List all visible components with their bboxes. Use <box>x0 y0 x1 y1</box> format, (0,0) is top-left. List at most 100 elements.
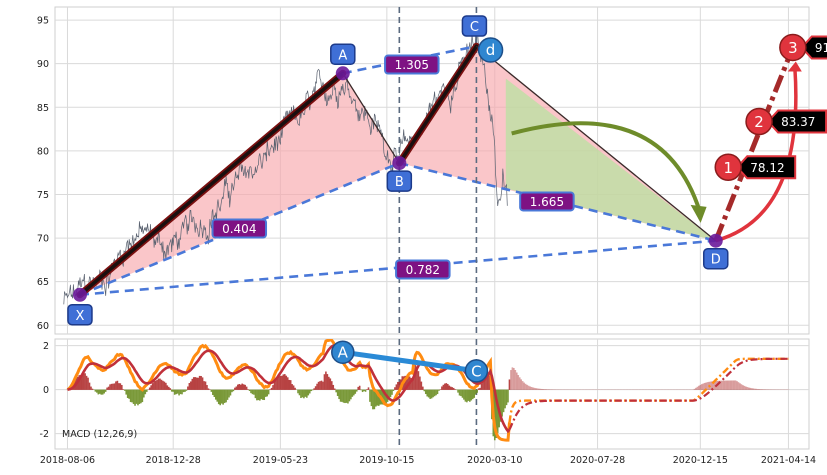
macd-histogram-bar <box>152 383 154 390</box>
macd-histogram-bar <box>418 371 420 390</box>
macd-histogram-bar <box>112 384 114 390</box>
ratio-box: 0.404 <box>213 219 267 237</box>
macd-histogram-bar <box>287 377 289 390</box>
macd-histogram-bar <box>539 389 541 390</box>
macd-histogram-bar <box>106 388 108 390</box>
macd-histogram-bar <box>366 389 368 390</box>
macd-y-tick-label: 2 <box>43 341 49 352</box>
macd-histogram-bar <box>448 386 450 390</box>
macd-histogram-bar <box>190 381 192 389</box>
macd-histogram-bar <box>178 390 180 396</box>
macd-histogram-bar <box>271 388 273 390</box>
macd-histogram-bar <box>219 390 221 406</box>
macd-histogram-bar <box>444 384 446 390</box>
macd-histogram-bar <box>280 376 282 390</box>
ratio-box: 1.305 <box>385 56 439 74</box>
macd-histogram-bar <box>290 380 292 390</box>
macd-histogram-bar <box>291 384 293 390</box>
macd-histogram-bar <box>457 390 459 393</box>
macd-histogram-bar <box>168 387 170 390</box>
macd-histogram-bar <box>180 390 182 395</box>
macd-histogram-bar <box>390 390 392 398</box>
macd-histogram-bar <box>206 385 208 390</box>
macd-histogram-bar <box>488 375 490 389</box>
macd-histogram-bar <box>722 381 724 390</box>
macd-histogram-bar <box>327 374 329 390</box>
macd-histogram-bar <box>284 374 286 390</box>
macd-histogram-bar <box>343 390 345 403</box>
macd-histogram-bar <box>90 387 92 390</box>
macd-histogram-bar <box>105 390 107 392</box>
macd-histogram-bar <box>98 390 100 395</box>
macd-histogram-bar <box>391 390 393 395</box>
y-tick-label: 70 <box>37 234 49 245</box>
macd-histogram-bar <box>171 390 173 392</box>
macd-histogram-bar <box>86 376 88 390</box>
macd-histogram-bar <box>453 388 455 390</box>
macd-histogram-bar <box>425 390 427 394</box>
macd-histogram-bar <box>321 381 323 390</box>
macd-histogram-bar <box>312 390 314 391</box>
macd-histogram-bar <box>208 388 210 389</box>
macd-histogram-bar <box>426 390 428 397</box>
macd-histogram-bar <box>318 382 320 390</box>
macd-histogram-bar <box>238 384 240 390</box>
macd-histogram-bar <box>432 390 434 398</box>
macd-histogram-bar <box>757 389 759 390</box>
macd-histogram-bar <box>446 383 448 390</box>
macd-histogram-bar <box>515 370 517 390</box>
macd-histogram-bar <box>87 378 89 390</box>
macd-histogram-bar <box>434 390 436 397</box>
macd-histogram-bar <box>145 390 147 395</box>
macd-histogram-bar <box>531 387 533 390</box>
macd-histogram-bar <box>723 381 725 390</box>
macd-histogram-bar <box>250 390 252 394</box>
macd-histogram-bar <box>337 390 339 396</box>
macd-histogram-bar <box>325 372 327 390</box>
macd-histogram-bar <box>752 388 754 389</box>
macd-histogram-bar <box>441 386 443 389</box>
macd-histogram-bar <box>353 390 355 396</box>
macd-histogram-bar <box>247 389 249 390</box>
macd-histogram-bar <box>735 380 737 389</box>
macd-histogram-bar <box>187 386 189 389</box>
macd-histogram-bar <box>462 390 464 398</box>
macd-histogram-bar <box>231 390 233 393</box>
macd-histogram-bar <box>338 390 340 399</box>
macd-histogram-bar <box>155 381 157 390</box>
macd-histogram-bar <box>481 384 483 390</box>
macd-histogram-bar <box>429 390 431 399</box>
macd-histogram-bar <box>214 390 216 397</box>
pattern-point-dot <box>709 234 723 248</box>
macd-histogram-bar <box>111 384 113 390</box>
target-number: 1 <box>723 159 733 177</box>
y-tick-label: 95 <box>37 16 49 27</box>
macd-histogram-bar <box>701 384 703 390</box>
macd-histogram-bar <box>294 388 296 390</box>
macd-histogram-bar <box>472 390 474 399</box>
target-number: 2 <box>754 113 764 131</box>
x-tick-label: 2019-05-23 <box>253 455 308 466</box>
macd-histogram-bar <box>246 387 248 390</box>
macd-histogram-bar <box>313 388 315 390</box>
macd-histogram-bar <box>233 390 235 392</box>
macd-histogram-bar <box>225 390 227 403</box>
macd-histogram-bar <box>102 390 104 395</box>
macd-histogram-bar <box>726 381 728 390</box>
point-label-a: A <box>331 44 355 64</box>
macd-histogram-bar <box>95 390 97 392</box>
macd-histogram-bar <box>365 390 367 392</box>
macd-histogram-bar <box>468 390 470 401</box>
macd-histogram-bar <box>175 390 177 395</box>
macd-histogram-bar <box>114 383 116 389</box>
macd-histogram-bar <box>548 389 550 390</box>
macd-histogram-bar <box>272 385 274 390</box>
macd-histogram-bar <box>503 390 505 413</box>
macd-histogram-bar <box>191 379 193 390</box>
macd-histogram-bar <box>140 390 142 404</box>
macd-histogram-bar <box>341 390 343 402</box>
ratio-value: 0.404 <box>222 222 256 236</box>
macd-histogram-bar <box>221 390 223 404</box>
macd-histogram-bar <box>356 390 358 392</box>
